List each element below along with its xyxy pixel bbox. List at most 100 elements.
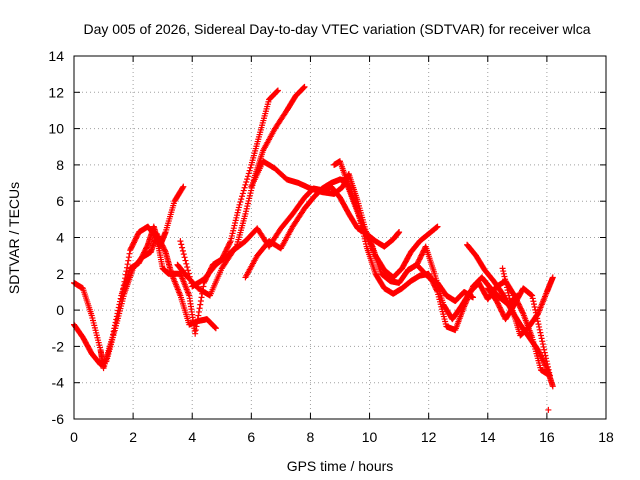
data-point [301,83,308,90]
data-point-interp [197,301,204,308]
data-point [177,238,184,245]
y-tick-label: 6 [56,193,64,209]
data-point-interp [507,300,514,307]
data-point-interp [544,361,551,368]
chart-title: Day 005 of 2026, Sidereal Day-to-day VTE… [83,21,590,37]
y-axis-ticks: -6 -4 -2 0 2 4 6 8 10 12 14 [48,48,606,427]
data-point-interp [538,335,545,342]
data-point-interp [536,323,543,330]
data-point-interp [543,355,550,362]
data-point-interp [212,324,219,331]
series-track-9 [404,243,553,379]
data-point [529,292,536,299]
data-point-interp [543,358,550,365]
data-point-interp [505,289,512,296]
data-point-interp [505,292,512,299]
data-point-interp [124,261,131,268]
data-point-interp [532,306,539,313]
data-point-interp [178,241,185,248]
y-tick-label: 12 [48,84,64,100]
data-point-interp [500,268,507,275]
data-point-interp [181,254,188,261]
data-point-interp [506,295,513,302]
x-tick-label: 10 [362,429,378,445]
data-point-interp [535,321,542,328]
data-point-interp [243,179,250,186]
y-tick-label: -2 [52,338,65,354]
data-point-interp [545,366,552,373]
data-point-interp [179,247,186,254]
data-point-interp [544,363,551,370]
x-tick-label: 14 [480,429,496,445]
data-point-interp [542,352,549,359]
data-point-interp [247,164,254,171]
data-points [71,83,556,413]
data-point-interp [242,181,249,188]
data-point-interp [195,308,202,315]
series-track-3 [71,230,219,368]
x-axis-ticks: 0 2 4 6 8 10 12 14 16 18 [70,56,614,445]
data-point [212,325,219,332]
data-point-interp [531,303,538,310]
data-point [236,201,243,208]
x-tick-label: 4 [188,429,196,445]
y-tick-label: 8 [56,157,64,173]
data-point-interp [238,196,245,203]
data-point-interp [300,85,307,92]
data-point [546,372,553,379]
data-point-interp [541,349,548,356]
data-point-interp [211,323,218,330]
data-point-interp [239,190,246,197]
data-point-interp [536,326,543,333]
data-point-interp [196,305,203,312]
data-point-interp [125,257,132,264]
data-point-interp [123,268,130,275]
data-point [470,294,476,301]
data-point-interp [503,284,510,291]
data-point-interp [241,184,248,191]
data-point [274,87,281,94]
data-point [545,406,552,413]
data-point-interp [519,309,526,316]
data-point-interp [504,287,511,294]
data-point-interp [198,294,205,301]
y-tick-label: 10 [48,121,64,137]
data-point-interp [244,173,251,180]
data-point-interp [180,251,187,258]
data-point [192,330,199,337]
series-track-4 [177,83,308,290]
series-track-12 [499,265,556,339]
data-point [537,332,544,339]
data-point-interp [237,198,244,205]
data-point [434,223,441,230]
data-point-interp [126,250,133,257]
data-point [396,229,403,236]
data-point-interp [184,264,191,271]
data-point-interp [541,346,548,353]
data-point-interp [540,343,547,350]
data-point [499,265,506,272]
data-point [180,183,187,190]
data-point-interp [121,278,128,285]
x-tick-label: 12 [421,429,437,445]
y-tick-label: 4 [56,230,64,246]
data-point-interp [537,329,544,336]
y-tick-label: 2 [56,266,64,282]
data-point-interp [185,267,191,274]
data-point-interp [300,84,307,91]
data-point-interp [179,184,186,191]
data-point [549,274,556,281]
series-track-13 [545,406,552,413]
data-point-interp [274,88,281,95]
x-tick-label: 6 [247,429,255,445]
data-point-interp [244,176,251,183]
series-track-11 [484,285,553,379]
data-point-interp [122,275,129,282]
data-point-interp [179,244,186,251]
series-track-6 [242,176,476,305]
y-tick-label: 14 [48,48,64,64]
data-point-interp [529,295,536,302]
data-point-interp [161,247,168,254]
data-point-interp [195,312,202,319]
